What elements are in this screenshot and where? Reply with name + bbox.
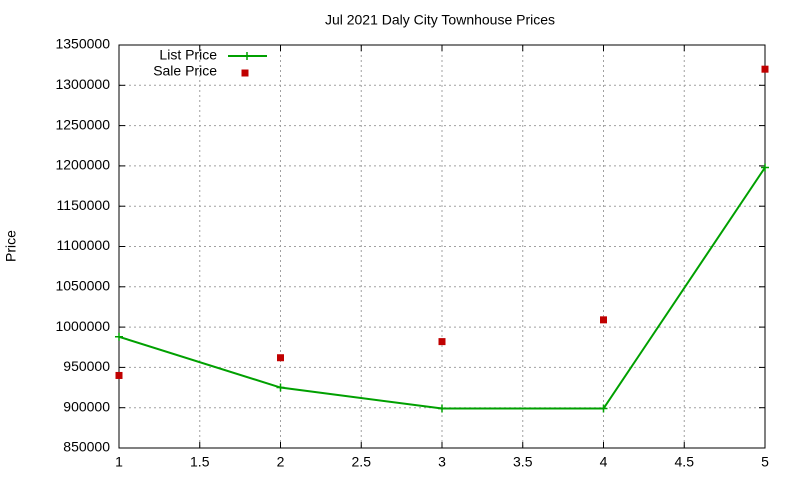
x-tick-label: 5 (761, 454, 769, 470)
y-tick-label: 1000000 (55, 318, 110, 334)
line (118, 166, 766, 410)
point (276, 383, 285, 392)
legend-swatch (241, 69, 249, 77)
point (761, 163, 769, 172)
y-tick-label: 1150000 (57, 197, 111, 213)
point (600, 316, 607, 324)
plot-frame (118, 44, 766, 449)
x-tick-label: 4 (600, 454, 608, 470)
y-tick-label: 1200000 (55, 157, 110, 173)
point (438, 404, 446, 413)
point (115, 332, 123, 341)
point (115, 371, 123, 379)
x-tick-label: 1 (115, 454, 123, 470)
point (438, 338, 446, 346)
x-tick-label: 2.5 (352, 454, 372, 470)
point (277, 354, 284, 362)
y-axis-label: Price (3, 230, 19, 262)
y-tick-label: 1250000 (55, 116, 110, 132)
legend-swatch (243, 52, 251, 60)
y-tick-label: 850000 (63, 439, 110, 455)
y-tick-label: 1350000 (55, 36, 110, 52)
y-tick-label: 1050000 (55, 278, 110, 294)
y-tick-label: 950000 (63, 358, 110, 374)
chart-title: Jul 2021 Daly City Townhouse Prices (325, 12, 555, 28)
point (761, 65, 769, 73)
x-tick-label: 1.5 (190, 454, 210, 470)
point (599, 404, 608, 413)
y-tick-label: 1100000 (57, 237, 111, 253)
legend-label: Sale Price (153, 63, 217, 79)
x-tick-label: 2 (277, 454, 285, 470)
x-tick-label: 3.5 (513, 454, 533, 470)
x-tick-label: 3 (438, 454, 446, 470)
x-tick-label: 4.5 (675, 454, 695, 470)
legend-label: List Price (159, 47, 217, 63)
y-tick-label: 1300000 (55, 76, 110, 92)
y-tick-label: 900000 (63, 398, 110, 414)
